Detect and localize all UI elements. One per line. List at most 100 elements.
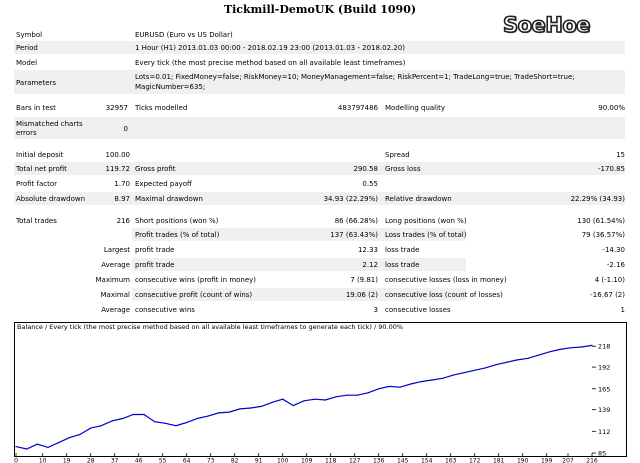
- quality-value: 90.00%: [598, 104, 625, 112]
- balance-point: [495, 364, 497, 366]
- y-tick-label: 192: [598, 364, 610, 372]
- x-tick-label: 163: [445, 458, 457, 463]
- balance-point: [516, 359, 518, 361]
- balance-point: [399, 386, 401, 388]
- avg-cons-losses-value: 1: [620, 306, 625, 314]
- x-tick-label: 127: [349, 458, 361, 463]
- model-label: Model: [16, 59, 38, 67]
- balance-point: [484, 367, 486, 369]
- balance-point: [58, 442, 60, 444]
- x-tick-label: 145: [397, 458, 409, 463]
- balance-point: [90, 427, 92, 429]
- balance-point: [164, 422, 166, 424]
- balance-point: [122, 417, 124, 420]
- mismatch-value: 0: [123, 125, 128, 133]
- symbol-label: Symbol: [16, 31, 43, 39]
- balance-point: [175, 425, 177, 427]
- chart-title: Balance / Every tick (the most precise m…: [17, 323, 404, 331]
- balance-point: [282, 398, 284, 400]
- report-title: Tickmill-DemoUK (Build 1090): [223, 3, 417, 16]
- gross-loss-label: Gross loss: [385, 165, 421, 173]
- x-tick-label: 118: [325, 458, 337, 463]
- balance-point: [154, 421, 156, 423]
- x-tick-label: 10: [39, 458, 47, 463]
- balance-point: [463, 372, 465, 374]
- x-tick-label: 73: [207, 458, 215, 463]
- balance-point: [132, 413, 134, 416]
- x-tick-label: 82: [231, 458, 239, 463]
- y-tick-label: 112: [598, 428, 610, 436]
- total-trades-label: Total trades: [16, 217, 57, 225]
- maximal-cons-profit-label: consecutive profit (count of wins): [135, 291, 253, 299]
- balance-point: [527, 357, 529, 359]
- balance-chart: [14, 322, 627, 457]
- balance-point: [68, 437, 70, 439]
- balance-point: [367, 392, 369, 394]
- y-tick-label: 85: [598, 450, 606, 458]
- balance-point: [410, 383, 412, 385]
- abs-drawdown-value: 8.97: [114, 195, 130, 203]
- loss-trades-value: 79 (36.57%): [581, 231, 625, 239]
- maximal-cons-loss-value: -16.67 (2): [590, 291, 625, 299]
- max-drawdown-value: 34.93 (22.29%): [323, 195, 378, 203]
- y-tick-label: 218: [598, 343, 610, 351]
- maximum-label: Maximum: [95, 276, 131, 284]
- profit-factor-label: Profit factor: [16, 180, 57, 188]
- gross-profit-label: Gross profit: [135, 165, 176, 173]
- balance-point: [538, 354, 540, 356]
- x-tick-label: 100: [277, 458, 289, 463]
- average-profit-value: 2.12: [362, 261, 378, 269]
- balance-point: [548, 351, 550, 353]
- x-tick-label: 0: [14, 458, 18, 463]
- balance-point: [324, 399, 326, 401]
- symbol-value: EURUSD (Euro vs US Dollar): [135, 31, 233, 39]
- parameters-label: Parameters: [16, 79, 57, 87]
- balance-point: [186, 421, 188, 424]
- x-tick-label: 19: [63, 458, 71, 463]
- max-cons-wins-value: 7 (9.81): [350, 276, 378, 284]
- balance-point: [228, 411, 230, 413]
- largest-loss-label: loss trade: [385, 246, 420, 254]
- x-tick-label: 46: [135, 458, 143, 463]
- balance-point: [452, 374, 454, 376]
- x-tick-label: 190: [517, 458, 529, 463]
- long-positions-value: 130 (61.54%): [577, 217, 625, 225]
- mismatch-label: Mismatched charts: [16, 120, 83, 128]
- parameters-value-cont: MagicNumber=635;: [135, 83, 206, 91]
- spread-value: 15: [616, 151, 625, 159]
- balance-point: [442, 377, 444, 379]
- x-tick-label: 199: [541, 458, 553, 463]
- brand-logo: SoeHoe: [502, 12, 591, 38]
- bars-value: 32957: [105, 104, 128, 112]
- balance-point: [271, 401, 273, 403]
- expected-payoff-value: 0.55: [362, 180, 378, 188]
- maximal-label: Maximal: [100, 291, 130, 299]
- x-tick-label: 109: [301, 458, 313, 463]
- balance-point: [15, 446, 17, 448]
- bars-label: Bars in test: [16, 104, 56, 112]
- largest-loss-value: -14.30: [602, 246, 625, 254]
- x-tick-label: 37: [111, 458, 119, 463]
- balance-point: [100, 425, 102, 427]
- row-shade: [14, 41, 625, 54]
- balance-point: [378, 388, 380, 390]
- x-tick-label: 55: [159, 458, 167, 463]
- row-shade: [14, 117, 625, 139]
- balance-point: [559, 348, 561, 350]
- x-tick-label: 64: [183, 458, 191, 463]
- x-tick-label: 136: [373, 458, 385, 463]
- balance-point: [303, 400, 305, 402]
- gross-profit-value: 290.58: [353, 165, 379, 173]
- average-cons-label: Average: [101, 306, 130, 314]
- parameters-value: Lots=0.01; FixedMoney=false; RiskMoney=1…: [135, 73, 575, 81]
- balance-point: [260, 405, 262, 407]
- balance-point: [420, 381, 422, 383]
- largest-profit-label: profit trade: [135, 246, 175, 254]
- initial-deposit-label: Initial deposit: [16, 151, 64, 159]
- row-shade: [132, 228, 466, 241]
- balance-point: [36, 443, 38, 445]
- row-shade: [132, 258, 466, 271]
- balance-point: [591, 344, 593, 346]
- balance-point: [47, 446, 49, 448]
